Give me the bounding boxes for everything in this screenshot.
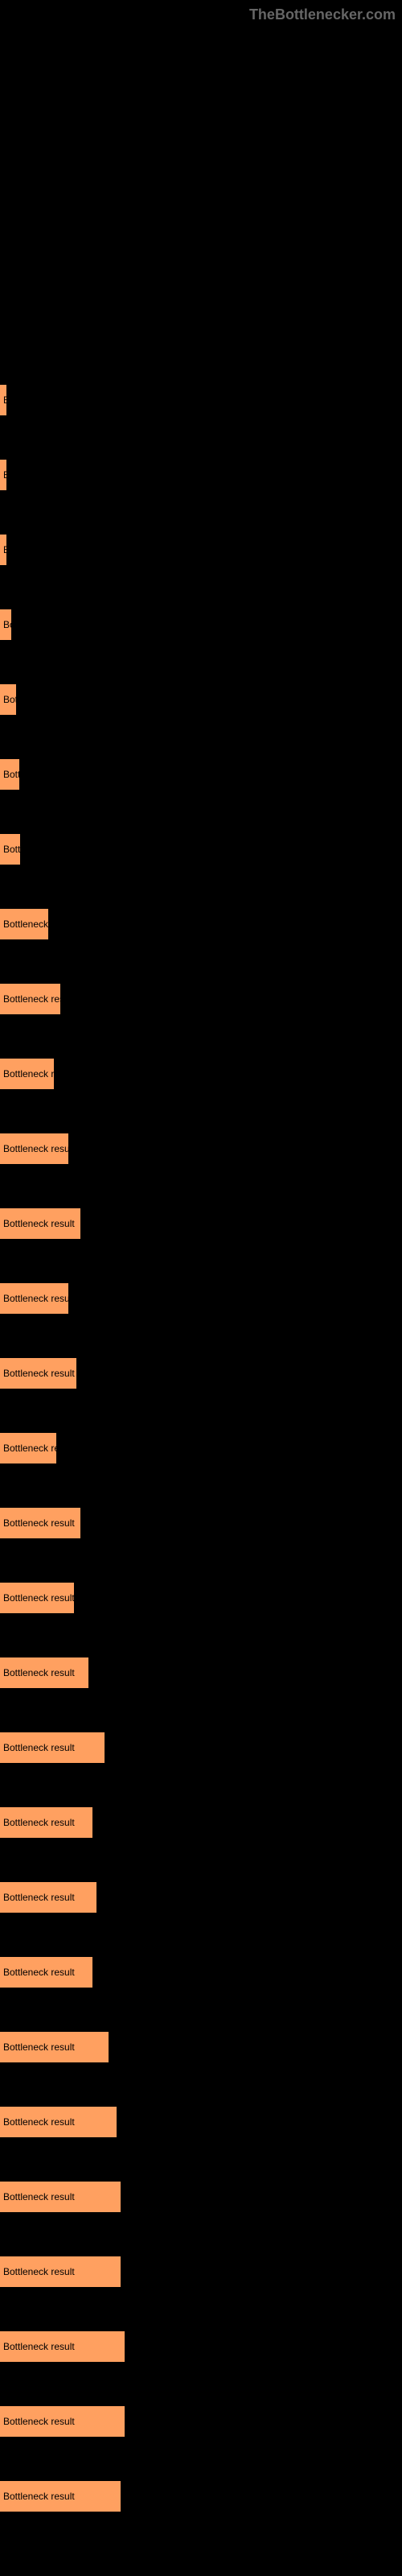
bar: Bottleneck result [0,684,16,715]
bar: Bottleneck result [0,385,6,415]
bar-row: Bottleneck result [0,2175,402,2218]
bar: Bottleneck result [0,1807,92,1838]
bar: Bottleneck result [0,2331,125,2362]
bar-row: Bottleneck result [0,678,402,720]
bar-row: Bottleneck result [0,2100,402,2143]
bar: Bottleneck result [0,1358,76,1389]
bar-row: Bottleneck result [0,1876,402,1918]
bar: Bottleneck result [0,1657,88,1688]
bar: Bottleneck result [0,2481,121,2512]
bar-row: Bottleneck result [0,603,402,646]
bar: Bottleneck result [0,1882,96,1913]
bar: Bottleneck result [0,1433,56,1463]
bar: Bottleneck result [0,460,6,490]
bar-row: Bottleneck result [0,2025,402,2068]
bar-row: Bottleneck result [0,378,402,421]
bar-row: Bottleneck result [0,2400,402,2442]
bar-row: Bottleneck result [0,1501,402,1544]
bar: Bottleneck result [0,1059,54,1089]
bar-row: Bottleneck result [0,2475,402,2517]
bar-chart: Bottleneck result Bottleneck result Bottle… [0,378,402,2549]
bar: Bottleneck result [0,759,19,790]
bar-row: Bottleneck result [0,977,402,1020]
bar: Bottleneck result [0,834,20,865]
bar-row: Bottleneck result [0,528,402,571]
bar: Bottleneck result [0,1508,80,1538]
bar: Bottleneck result [0,2406,125,2437]
bar-row: Bottleneck result [0,1127,402,1170]
bar: Bottleneck result [0,1957,92,1988]
bar-row: Bottleneck result [0,902,402,945]
bar: Bottleneck result [0,1732,105,1763]
bar: Bottleneck result [0,2107,117,2137]
bar: Bottleneck result [0,1133,68,1164]
bar: Bottleneck result [0,2182,121,2212]
bar-row: Bottleneck result [0,1651,402,1694]
bar: Bottleneck result [0,909,48,939]
bar-row: Bottleneck result [0,1801,402,1843]
bar: Bottleneck result [0,1208,80,1239]
bar-row: Bottleneck result [0,2325,402,2368]
bar-row: Bottleneck result [0,1052,402,1095]
bar-row: Bottleneck result [0,2250,402,2293]
bar-row: Bottleneck result [0,1277,402,1319]
watermark-text: TheBottlenecker.com [249,6,396,23]
bar-row: Bottleneck result [0,1951,402,1993]
bar-row: Bottleneck result [0,1576,402,1619]
bar-row: Bottleneck result [0,1352,402,1394]
bar-row: Bottleneck result [0,1426,402,1469]
bar: Bottleneck result [0,609,11,640]
bar: Bottleneck result [0,1283,68,1314]
bar-row: Bottleneck result [0,828,402,870]
bar-row: Bottleneck result [0,1726,402,1769]
bar: Bottleneck result [0,2032,109,2062]
bar-row: Bottleneck result [0,1202,402,1245]
bar-row: Bottleneck result [0,453,402,496]
bar: Bottleneck result [0,984,60,1014]
bar-row: Bottleneck result [0,753,402,795]
bar: Bottleneck result [0,535,6,565]
bar: Bottleneck result [0,2256,121,2287]
bar: Bottleneck result [0,1583,74,1613]
